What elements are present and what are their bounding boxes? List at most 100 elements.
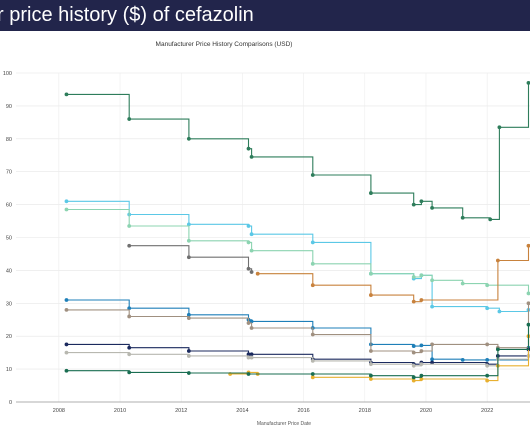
data-point [310, 240, 315, 245]
data-point [411, 378, 416, 383]
y-tick-label: 50 [6, 236, 12, 242]
data-point [485, 378, 490, 383]
y-tick-label: 20 [6, 334, 12, 340]
data-point [419, 377, 424, 381]
data-point [246, 224, 251, 228]
data-point [246, 372, 251, 376]
series-group [64, 80, 530, 222]
data-point [430, 205, 434, 210]
data-point [485, 306, 490, 311]
data-point [186, 222, 191, 227]
data-point [186, 349, 191, 353]
data-point [411, 350, 416, 355]
data-point [310, 332, 315, 337]
y-tick-label: 40 [6, 268, 12, 274]
data-point [310, 375, 315, 380]
data-point [64, 307, 69, 312]
x-tick-label: 2014 [236, 408, 248, 414]
data-point [186, 312, 191, 317]
data-point [186, 371, 191, 375]
data-point [369, 191, 373, 195]
data-point [526, 301, 530, 306]
data-point [526, 291, 530, 296]
data-point [497, 309, 502, 314]
x-tick-label: 2012 [175, 408, 187, 414]
data-point [526, 322, 530, 327]
price-history-chart: Manufacturer Price History Comparisons (… [3, 41, 530, 427]
data-point [246, 266, 251, 271]
data-point [460, 215, 465, 220]
series-group [127, 243, 254, 274]
y-tick-label: 60 [6, 203, 12, 209]
data-point [430, 357, 434, 362]
data-point [369, 362, 373, 367]
data-point [249, 270, 254, 274]
data-point [127, 352, 132, 357]
data-point [488, 217, 493, 222]
data-point [369, 349, 373, 353]
series-group [64, 207, 530, 296]
chart-series [64, 80, 530, 383]
data-point [485, 357, 490, 362]
data-point [411, 299, 416, 304]
data-point [411, 375, 416, 380]
series-line [66, 200, 530, 313]
series-line [66, 303, 530, 354]
data-point [64, 342, 69, 347]
y-tick-label: 0 [9, 400, 12, 406]
data-point [127, 243, 132, 248]
data-point [430, 278, 434, 283]
series-group [255, 243, 530, 304]
page-header: r price history ($) of cefazolin [0, 0, 530, 31]
data-point [430, 342, 434, 347]
data-point [310, 283, 315, 288]
data-point [186, 316, 191, 321]
data-point [460, 357, 465, 362]
series-group [64, 322, 530, 380]
data-point [249, 319, 254, 324]
data-point [246, 146, 251, 151]
data-point [411, 275, 416, 279]
y-tick-label: 90 [6, 104, 12, 110]
data-point [64, 368, 69, 373]
series-group [64, 301, 530, 355]
data-point [369, 293, 373, 297]
data-point [246, 355, 251, 360]
data-point [526, 80, 530, 85]
data-point [495, 347, 500, 352]
data-point [460, 281, 465, 286]
data-point [411, 363, 416, 368]
y-tick-label: 100 [3, 71, 12, 77]
data-point [310, 372, 315, 376]
data-point [419, 273, 424, 278]
data-point [127, 314, 132, 319]
data-point [249, 248, 254, 253]
data-point [419, 343, 424, 348]
x-tick-label: 2016 [297, 408, 309, 414]
data-point [64, 199, 69, 204]
data-point [497, 125, 502, 130]
data-point [246, 240, 251, 245]
data-point [411, 202, 416, 207]
y-tick-label: 10 [6, 367, 12, 373]
chart-title: Manufacturer Price History Comparisons (… [156, 41, 293, 48]
data-point [127, 224, 132, 228]
x-axis-label: Manufacturer Price Date [257, 421, 311, 427]
data-point [411, 344, 416, 348]
series-line [66, 82, 530, 220]
data-point [186, 136, 191, 141]
chart-area: Manufacturer Price History Comparisons (… [0, 31, 530, 442]
data-point [249, 352, 254, 357]
data-point [127, 345, 132, 350]
data-point [485, 363, 490, 368]
y-tick-label: 70 [6, 170, 12, 176]
data-point [127, 370, 132, 375]
data-point [186, 255, 191, 260]
data-point [419, 199, 424, 204]
data-point [310, 173, 315, 177]
data-point [246, 321, 251, 325]
data-point [310, 358, 315, 363]
x-tick-label: 2008 [53, 408, 65, 414]
data-point [64, 298, 69, 302]
data-point [186, 238, 191, 243]
